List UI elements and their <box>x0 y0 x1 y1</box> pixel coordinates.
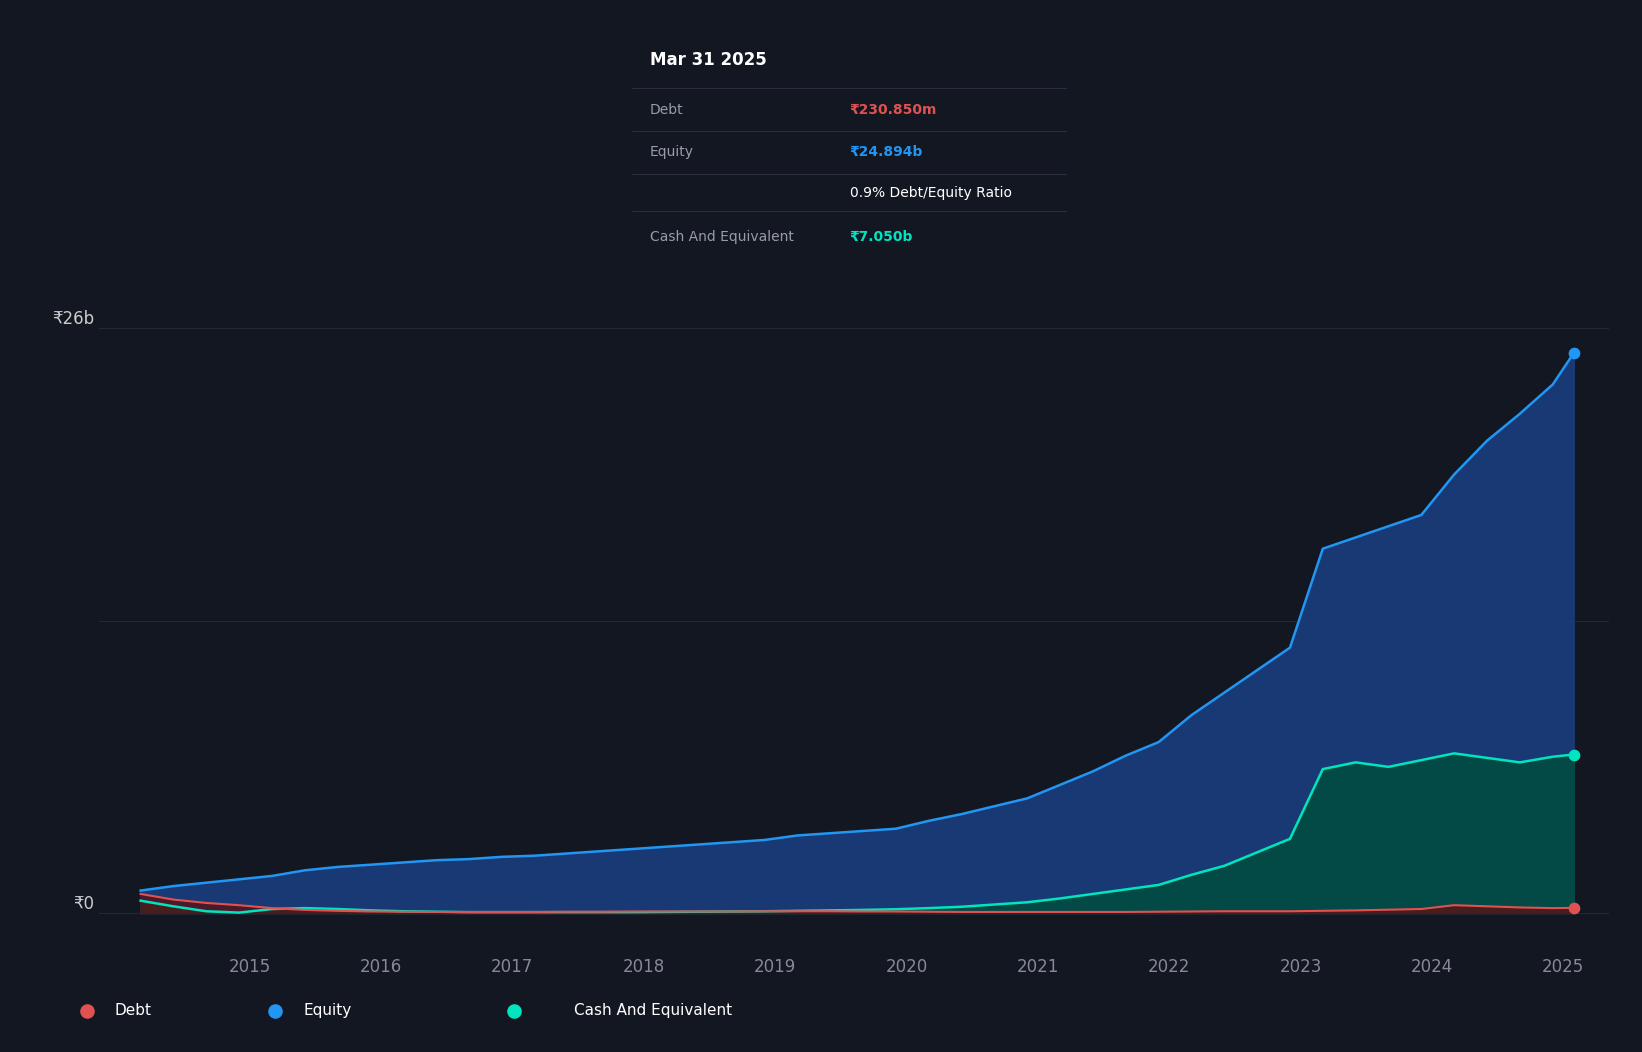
Point <box>1560 746 1586 763</box>
Point <box>501 1003 527 1019</box>
Point <box>1560 899 1586 916</box>
Text: Debt: Debt <box>650 103 683 117</box>
Text: ₹24.894b: ₹24.894b <box>851 145 923 159</box>
Text: ₹230.850m: ₹230.850m <box>851 103 938 117</box>
Text: ₹0: ₹0 <box>72 895 94 913</box>
Text: Equity: Equity <box>304 1004 351 1018</box>
Text: ₹7.050b: ₹7.050b <box>851 230 913 244</box>
Text: Equity: Equity <box>650 145 693 159</box>
Text: Cash And Equivalent: Cash And Equivalent <box>650 230 793 244</box>
Text: Mar 31 2025: Mar 31 2025 <box>650 50 767 69</box>
Text: Cash And Equivalent: Cash And Equivalent <box>575 1004 732 1018</box>
Text: ₹26b: ₹26b <box>53 310 94 328</box>
Text: 0.9% Debt/Equity Ratio: 0.9% Debt/Equity Ratio <box>851 185 1011 200</box>
Point <box>74 1003 100 1019</box>
Point <box>263 1003 289 1019</box>
Point <box>1560 345 1586 362</box>
Text: Debt: Debt <box>115 1004 151 1018</box>
